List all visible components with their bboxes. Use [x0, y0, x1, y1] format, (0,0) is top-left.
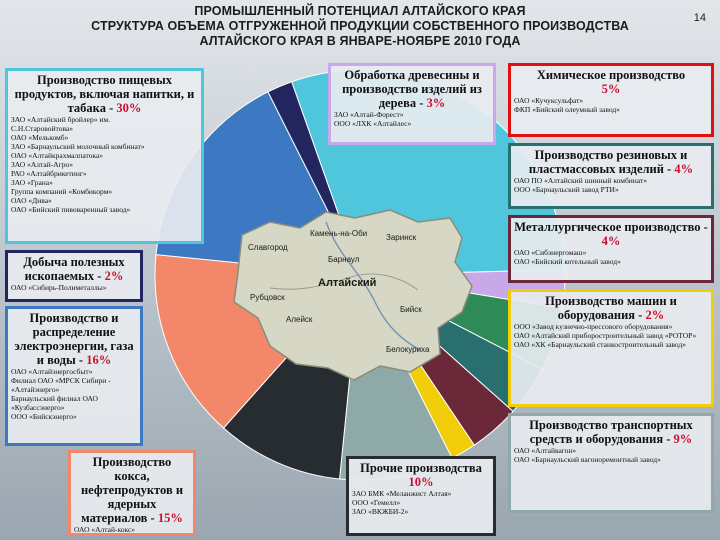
- box-rubber-plastics: Производство резиновых и пластмассовых и…: [508, 143, 714, 209]
- company-item: ЗАО БМК «Меланжист Алтая»: [352, 489, 452, 498]
- box-title: Производство транспортных средств и обор…: [529, 418, 693, 446]
- company-list: ООО «Завод кузнечно-прессового оборудова…: [514, 322, 708, 349]
- box-mining: Добыча полезных ископаемых - 2% ОАО «Сиб…: [5, 250, 143, 302]
- company-item: Филиал ОАО «МРСК Сибири - «Алтайэнерго»: [11, 376, 111, 394]
- slide-header: ПРОМЫШЛЕННЫЙ ПОТЕНЦИАЛ АЛТАЙСКОГО КРАЯ С…: [0, 0, 720, 50]
- industry-pie-chart: Алтайский Рубцовск Бийск Барнаул Славгород З…: [154, 69, 566, 481]
- company-item: ОАО «Бийский котельный завод»: [514, 257, 621, 266]
- company-list: ОАО ПО «Алтайский шинный комбинат» ООО «Б…: [514, 176, 708, 194]
- company-item: ОАО «Мелькомб»: [11, 133, 69, 142]
- box-percent: 5%: [601, 82, 621, 96]
- slide-title-line-2: СТРУКТУРА ОБЪЕМА ОТГРУЖЕННОЙ ПРОДУКЦИИ С…: [91, 19, 629, 33]
- box-percent: 2%: [645, 308, 665, 322]
- company-item: ОАО «Алтайэнергосбыт»: [11, 367, 93, 376]
- box-coke-petroleum: Производство кокса, нефтепродуктов и яде…: [68, 450, 196, 536]
- box-metallurgy: Металлургическое производство - 4% ОАО «…: [508, 215, 714, 283]
- company-item: С.Н.Старовойтова»: [11, 124, 73, 133]
- company-list: ОАО «Сибэнергомаш» ОАО «Бийский котельный…: [514, 248, 708, 266]
- company-list: ЗАО БМК «Меланжист Алтая» ООО «Гемелл» ЗАО…: [352, 489, 490, 516]
- map-town-label: Бийск: [400, 305, 422, 314]
- company-item: ЗАО «Алтай-Форест»: [334, 110, 404, 119]
- box-title: Производство резиновых и пластмассовых и…: [528, 148, 688, 176]
- box-machines: Производство машин и оборудования - 2% О…: [508, 289, 714, 407]
- company-item: ЗАО «Грана»: [11, 178, 53, 187]
- company-item: ОАО «ХК «Барнаульский станкостроительный…: [514, 340, 687, 349]
- box-title: Прочие производства: [360, 461, 482, 475]
- company-list: ЗАО «Алтай-Форест» ООО «ЛХК «Алтайлес»: [334, 110, 490, 128]
- box-percent: 15%: [157, 511, 183, 525]
- company-item: ОАО ПО «Алтайский шинный комбинат»: [514, 176, 647, 185]
- box-energy: Производство и распределение электроэнер…: [5, 306, 143, 446]
- box-percent: 4%: [601, 234, 621, 248]
- map-town-label: Камень-на-Оби: [310, 229, 367, 238]
- company-item: ОАО «Алтай-кокс»: [74, 525, 136, 534]
- company-item: ЗАО «Алтай-Агро»: [11, 160, 73, 169]
- company-list: ОАО «Алтайвагон» ОАО «Барнаульский вагоно…: [514, 446, 708, 464]
- map-town-label: Алейск: [286, 315, 313, 324]
- box-percent: 3%: [426, 96, 446, 110]
- box-transport: Производство транспортных средств и обор…: [508, 413, 714, 513]
- company-item: РАО «Алтайбрикетинг»: [11, 169, 87, 178]
- company-item: ОАО «Бийский пивоваренный завод»: [11, 205, 131, 214]
- company-list: ОАО «Алтайэнергосбыт» Филиал ОАО «МРСК Си…: [11, 367, 137, 421]
- company-item: ООО «Барнаульский завод РТИ»: [514, 185, 619, 194]
- box-title: Обработка древесины и производство издел…: [342, 68, 482, 110]
- slide-title-line-3: АЛТАЙСКОГО КРАЯ В ЯНВАРЕ-НОЯБРЕ 2010 ГОД…: [199, 34, 521, 48]
- company-item: Группа компаний «Комбикорм»: [11, 187, 113, 196]
- map-town-label: Рубцовск: [250, 293, 285, 302]
- map-town-label: Славгород: [248, 243, 288, 252]
- box-percent: 16%: [86, 353, 112, 367]
- map-region-label: Алтайский: [318, 277, 376, 289]
- company-item: Барнаульский филиал ОАО «Кузбассэнерго»: [11, 394, 98, 412]
- box-food-industry: Производство пищевых продуктов, включая …: [5, 68, 204, 244]
- box-percent: 4%: [674, 162, 694, 176]
- road-line: [269, 273, 419, 291]
- company-item: ОАО «Сибэнергомаш»: [514, 248, 587, 257]
- map-town-label: Заринск: [386, 233, 417, 242]
- box-percent: 2%: [104, 269, 124, 283]
- box-percent: 9%: [673, 432, 693, 446]
- company-item: ОАО «Кучуксульфат»: [514, 96, 584, 105]
- box-wood-processing: Обработка древесины и производство издел…: [328, 63, 496, 145]
- company-list: ОАО «Алтай-кокс»: [74, 525, 190, 534]
- company-item: ООО «Завод кузнечно-прессового оборудова…: [514, 322, 673, 331]
- ob-river-line: [325, 221, 421, 351]
- company-list: ЗАО «Алтайский бройлер» им. С.Н.Старовойт…: [11, 115, 198, 214]
- company-item: ОАО «Дива»: [11, 196, 52, 205]
- company-item: ООО «ЛХК «Алтайлес»: [334, 119, 412, 128]
- box-title: Производство машин и оборудования -: [545, 294, 677, 322]
- box-title: Производство пищевых продуктов, включая …: [14, 73, 195, 115]
- company-list: ОАО «Сибирь-Полиметаллы»: [11, 283, 137, 292]
- company-item: ОАО «Алтайкрахмалпатока»: [11, 151, 103, 160]
- company-item: ФКП «Бийский олеумный завод»: [514, 105, 620, 114]
- map-town-label: Белокуриха: [386, 345, 430, 354]
- region-map: Алтайский Рубцовск Бийск Барнаул Славгород З…: [233, 209, 473, 381]
- box-chemical: Химическое производство 5% ОАО «Кучуксуль…: [508, 63, 714, 137]
- box-title: Добыча полезных ископаемых -: [23, 255, 125, 283]
- company-item: ОАО «Алтайский приборостроительный завод…: [514, 331, 697, 340]
- page-number: 14: [693, 12, 706, 24]
- company-item: ООО «Бийскэнерго»: [11, 412, 77, 421]
- company-item: ОАО «Сибирь-Полиметаллы»: [11, 283, 107, 292]
- box-title: Производство и распределение электроэнер…: [14, 311, 134, 367]
- box-other-industries: Прочие производства 10% ЗАО БМК «Меланжи…: [346, 456, 496, 536]
- slide-title-line-1: ПРОМЫШЛЕННЫЙ ПОТЕНЦИАЛ АЛТАЙСКОГО КРАЯ: [194, 4, 526, 18]
- map-town-label: Барнаул: [328, 255, 360, 264]
- map-town-labels: Рубцовск Бийск Барнаул Славгород Заринск Каме…: [248, 229, 430, 354]
- company-item: ООО «Гемелл»: [352, 498, 401, 507]
- box-percent: 30%: [116, 101, 142, 115]
- company-list: ОАО «Кучуксульфат» ФКП «Бийский олеумный …: [514, 96, 708, 114]
- company-item: ОАО «Барнаульский вагоноремонтный завод»: [514, 455, 661, 464]
- box-title: Химическое производство: [536, 68, 686, 82]
- box-title: Металлургическое производство -: [514, 220, 708, 234]
- box-title: Производство кокса, нефтепродуктов и яде…: [80, 455, 184, 525]
- company-item: ЗАО «Алтайский бройлер» им.: [11, 115, 110, 124]
- company-item: ЗАО «Барнаульский молочный комбинат»: [11, 142, 145, 151]
- altai-region-shape: [233, 209, 473, 381]
- company-item: ЗАО «ВКЖБИ-2»: [352, 507, 409, 516]
- company-item: ОАО «Алтайвагон»: [514, 446, 577, 455]
- box-percent: 10%: [408, 475, 434, 489]
